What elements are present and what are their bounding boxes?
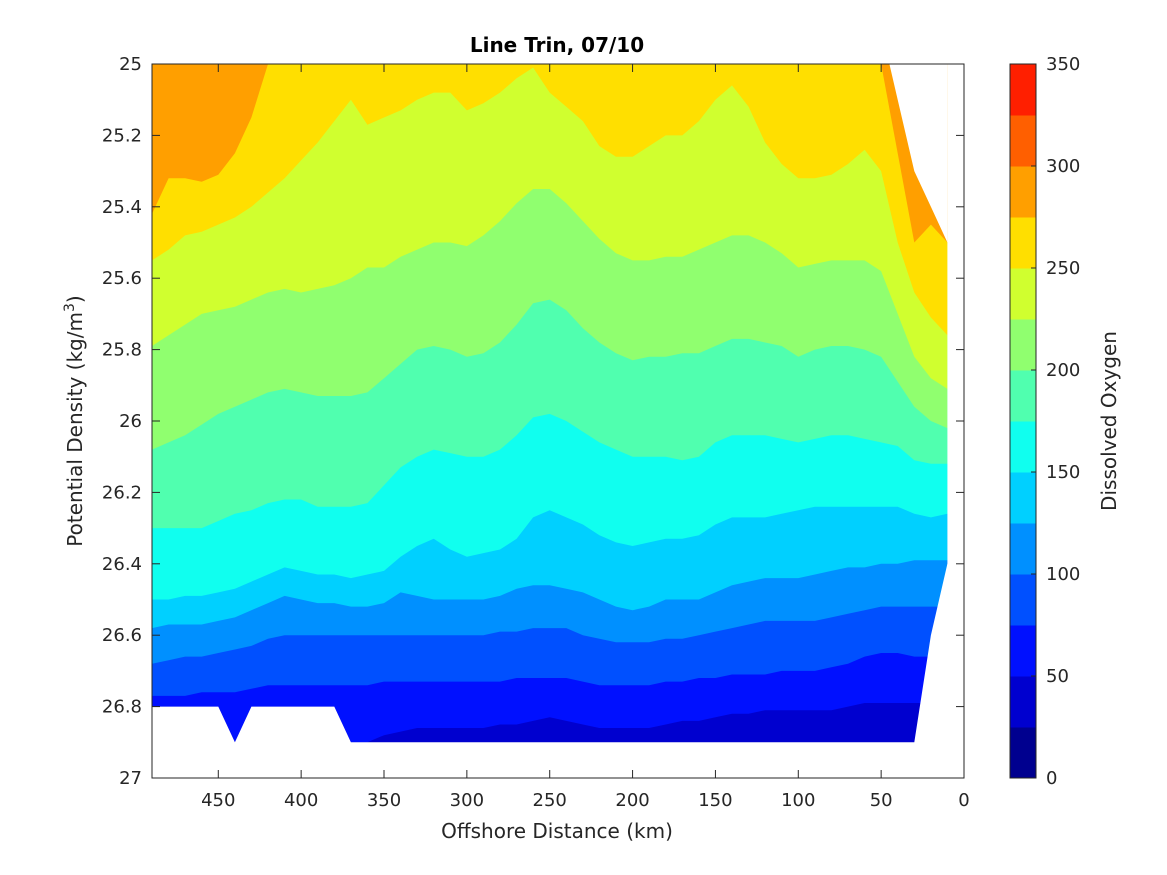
mask-nearshore-edge bbox=[947, 64, 964, 778]
y-tick-label: 25.6 bbox=[102, 268, 142, 289]
colorbar-tick-label: 250 bbox=[1046, 258, 1080, 279]
colorbar-swatch bbox=[1010, 166, 1036, 218]
colorbar-swatch bbox=[1010, 574, 1036, 626]
y-tick-label: 26 bbox=[119, 411, 142, 432]
plot-area: 450 400 350 300 250 200 150 100 50 0 2525.225.425… bbox=[102, 54, 970, 811]
colorbar-tick-label: 300 bbox=[1046, 156, 1080, 177]
y-tick-label: 26.6 bbox=[102, 625, 142, 646]
colorbar-swatch bbox=[1010, 727, 1036, 779]
colorbar-frame bbox=[1009, 63, 1037, 779]
colorbar: 0 50 100 150 200 250 300 350 bbox=[1009, 54, 1080, 789]
mask-bottom bbox=[152, 528, 964, 778]
x-tick-label: 250 bbox=[533, 790, 567, 811]
colorbar-swatch bbox=[1010, 370, 1036, 422]
y-axis-label: Potential Density (kg/m3) bbox=[62, 295, 87, 546]
y-tick-label: 25.2 bbox=[102, 125, 142, 146]
y-axis-ticks: 25 25.2 25.4 25.6 25.8 26 26.2 26.4 26.6 26.8 27 bbox=[102, 54, 964, 789]
y-axis-label-superscript: 3 bbox=[62, 303, 78, 312]
colorbar-swatch bbox=[1010, 115, 1036, 167]
x-tick-label: 300 bbox=[450, 790, 484, 811]
colorbar-swatch bbox=[1010, 268, 1036, 320]
x-axis-ticks: 450 400 350 300 250 200 150 100 50 0 bbox=[201, 64, 970, 811]
y-tick-label: 26.8 bbox=[102, 697, 142, 718]
colorbar-swatch bbox=[1010, 472, 1036, 524]
colorbar-tick-label: 150 bbox=[1046, 462, 1080, 483]
x-tick-label: 350 bbox=[367, 790, 401, 811]
x-tick-label: 100 bbox=[781, 790, 815, 811]
colorbar-swatch bbox=[1010, 64, 1036, 116]
colorbar-swatch bbox=[1010, 217, 1036, 269]
y-tick-label: 26.2 bbox=[102, 482, 142, 503]
colorbar-tick-label: 0 bbox=[1046, 768, 1057, 789]
contour-bands bbox=[152, 64, 964, 778]
y-axis-label-main: Potential Density (kg/m bbox=[63, 312, 87, 547]
colorbar-tick-label: 350 bbox=[1046, 54, 1080, 75]
x-tick-label: 150 bbox=[698, 790, 732, 811]
colorbar-label: Dissolved Oxygen bbox=[1097, 331, 1121, 511]
colorbar-swatch bbox=[1010, 319, 1036, 371]
chart-title: Line Trin, 07/10 bbox=[470, 33, 644, 57]
colorbar-swatch bbox=[1010, 421, 1036, 473]
x-axis-label: Offshore Distance (km) bbox=[441, 819, 673, 843]
colorbar-swatch bbox=[1010, 625, 1036, 677]
y-tick-label: 25 bbox=[119, 54, 142, 75]
x-tick-label: 400 bbox=[284, 790, 318, 811]
x-tick-label: 50 bbox=[870, 790, 893, 811]
y-axis-label-suffix: ) bbox=[63, 295, 87, 303]
band-225 bbox=[152, 64, 948, 389]
y-tick-label: 27 bbox=[119, 768, 142, 789]
no-data-mask bbox=[152, 64, 964, 778]
colorbar-tick-label: 200 bbox=[1046, 360, 1080, 381]
y-tick-label: 25.4 bbox=[102, 197, 142, 218]
band-275 bbox=[152, 64, 948, 243]
colorbar-swatch bbox=[1010, 676, 1036, 728]
colorbar-tick-label: 50 bbox=[1046, 666, 1069, 687]
y-tick-label: 26.4 bbox=[102, 554, 142, 575]
colorbar-swatch bbox=[1010, 523, 1036, 575]
colorbar-swatches bbox=[1010, 64, 1036, 779]
y-tick-label: 25.8 bbox=[102, 340, 142, 361]
mask-top-nearshore bbox=[889, 64, 948, 243]
x-tick-label: 450 bbox=[201, 790, 235, 811]
x-tick-label: 200 bbox=[615, 790, 649, 811]
colorbar-ticks: 0 50 100 150 200 250 300 350 bbox=[1031, 54, 1080, 789]
colorbar-tick-label: 100 bbox=[1046, 564, 1080, 585]
x-tick-label: 0 bbox=[958, 790, 969, 811]
